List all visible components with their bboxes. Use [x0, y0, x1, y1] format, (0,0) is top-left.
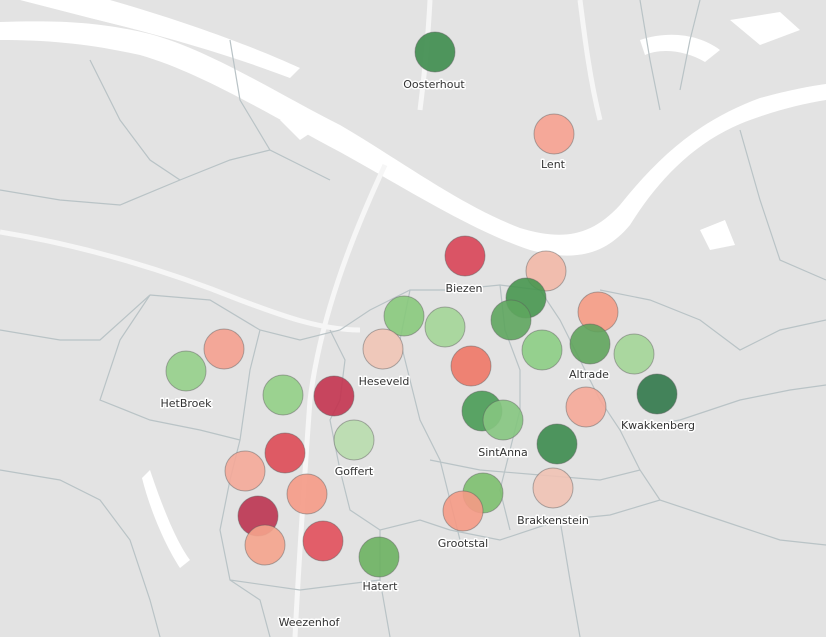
neighbourhood-marker[interactable] [203, 328, 245, 370]
neighbourhood-marker[interactable] [565, 386, 607, 428]
pond [142, 470, 190, 568]
neighbourhood-marker[interactable] [244, 524, 286, 566]
neighbourhood-marker[interactable] [302, 520, 344, 562]
neighbourhood-label: SintAnna [478, 446, 528, 459]
neighbourhood-marker[interactable] [490, 299, 532, 341]
neighbourhood-marker[interactable] [224, 450, 266, 492]
neighbourhood-marker[interactable] [442, 490, 484, 532]
neighbourhood-label: Lent [541, 158, 566, 171]
neighbourhood-marker[interactable] [532, 467, 574, 509]
neighbourhood-marker[interactable] [482, 399, 524, 441]
neighbourhood-label: Brakkenstein [517, 514, 589, 527]
neighbourhood-marker[interactable] [286, 473, 328, 515]
neighbourhood-marker[interactable] [533, 113, 575, 155]
neighbourhood-label: Weezenhof [279, 616, 341, 629]
river-waal [0, 21, 826, 256]
neighbourhood-marker[interactable] [333, 419, 375, 461]
pond [640, 34, 720, 62]
marker-layer [165, 31, 678, 578]
road [0, 229, 361, 333]
neighbourhood-marker[interactable] [383, 295, 425, 337]
neighbourhood-label: Biezen [446, 282, 483, 295]
neighbourhood-label: Hatert [363, 580, 399, 593]
neighbourhood-label: Goffert [335, 465, 374, 478]
pond [700, 220, 735, 250]
neighbourhood-label: Kwakkenberg [621, 419, 695, 432]
label-layer: Oosterhout Lent Biezen Heseveld Altrade HetBr… [159, 77, 697, 631]
neighbourhood-marker[interactable] [313, 375, 355, 417]
neighbourhood-marker[interactable] [636, 373, 678, 415]
neighbourhood-marker[interactable] [424, 306, 466, 348]
neighbourhood-label: Heseveld [359, 375, 410, 388]
neighbourhood-marker[interactable] [362, 328, 404, 370]
neighbourhood-marker[interactable] [264, 432, 306, 474]
pond [730, 12, 800, 45]
neighbourhood-marker[interactable] [358, 536, 400, 578]
neighbourhood-label: HetBroek [160, 397, 212, 410]
neighbourhood-marker[interactable] [613, 333, 655, 375]
neighbourhood-marker[interactable] [444, 235, 486, 277]
neighbourhood-marker[interactable] [536, 423, 578, 465]
side-channel [20, 0, 300, 78]
neighbourhood-marker[interactable] [165, 350, 207, 392]
neighbourhood-marker[interactable] [569, 323, 611, 365]
neighbourhood-marker[interactable] [414, 31, 456, 73]
road [577, 0, 603, 121]
road [292, 163, 388, 637]
neighbourhood-label: Altrade [569, 368, 609, 381]
neighbourhood-label: Oosterhout [403, 78, 465, 91]
neighbourhood-label: Grootstal [438, 537, 488, 550]
pond [280, 110, 318, 140]
neighbourhood-marker[interactable] [262, 374, 304, 416]
neighbourhood-marker[interactable] [450, 345, 492, 387]
neighbourhood-marker[interactable] [521, 329, 563, 371]
